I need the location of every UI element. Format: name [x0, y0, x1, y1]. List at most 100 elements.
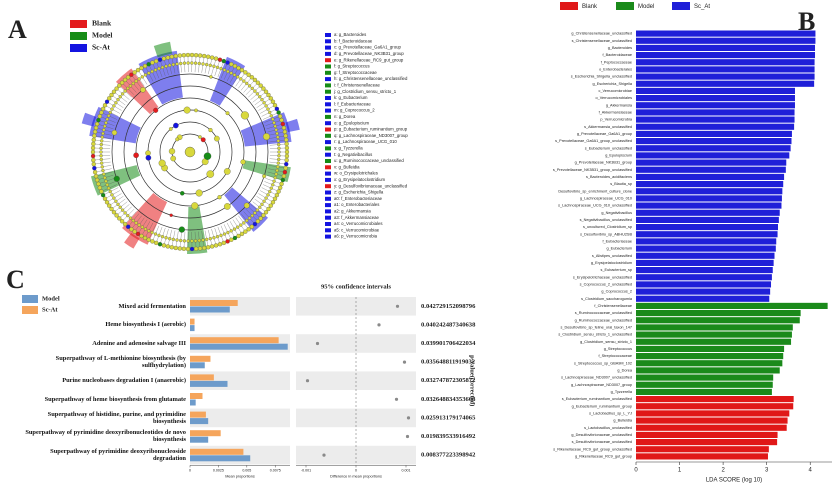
x-axis-title: LDA SCORE (log 10) [706, 478, 762, 484]
bar-label: s_Desulfovibrionaceae_unclassified [572, 440, 632, 444]
lda-bar [636, 424, 787, 431]
bar-label: f_Bacteroidaceae [602, 53, 632, 57]
bar-label: f_Peptococcaceae [601, 60, 632, 64]
taxon-swatch [325, 89, 331, 94]
clade-node [274, 192, 280, 198]
lda-bar [636, 431, 778, 438]
clade-node [122, 77, 128, 83]
clade-node [273, 124, 277, 128]
clade-node [185, 246, 191, 252]
clade-node [271, 183, 275, 187]
clade-node [202, 53, 207, 59]
x-tick-label: -0.001 [301, 468, 311, 472]
x-tick-label: 1 [678, 468, 682, 474]
clade-node [276, 110, 281, 115]
clade-node [268, 110, 272, 115]
clade-node [213, 56, 219, 61]
lda-bar [636, 281, 772, 288]
clade-node [142, 63, 148, 69]
proportion-bar [190, 411, 206, 418]
taxon-swatch [325, 184, 331, 189]
proportion-bar [190, 325, 195, 332]
clade-node [284, 157, 289, 163]
clade-node [181, 246, 187, 251]
clade-node [90, 153, 96, 159]
clade-node [103, 124, 107, 128]
difference-point [395, 304, 400, 308]
clade-node [104, 200, 110, 205]
clade-node [150, 239, 155, 244]
clade-node [197, 61, 201, 66]
clade-node [104, 179, 108, 183]
clade-node [91, 162, 96, 167]
legend-swatch [22, 306, 38, 314]
clade-node [111, 129, 118, 136]
clade-node [240, 111, 249, 120]
lda-bar [636, 95, 795, 102]
clade-node [258, 83, 263, 88]
clade-node [153, 107, 159, 113]
clade-node [214, 135, 220, 142]
lda-bar [636, 87, 795, 94]
clade-node [250, 86, 254, 91]
bar-label: g_Tyzzerella [611, 390, 633, 394]
clade-node [157, 242, 163, 247]
pathway-label-box: Heme biosynthesis I (aerobic) [105, 321, 186, 328]
legend-label: Model [92, 31, 112, 40]
taxon-label: i: f_Christensenellaceae [334, 83, 380, 88]
clade-node [274, 128, 278, 132]
clade-node [225, 239, 230, 244]
taxon-swatch [325, 64, 331, 69]
clade-node [157, 66, 161, 71]
taxon-swatch [325, 177, 331, 182]
lda-bar [636, 345, 785, 352]
taxon-label: k: g_Eubacterium [334, 95, 368, 100]
lda-bar [636, 145, 791, 152]
taxon-label: r: g_Lachnospiraceae_UCG_010 [334, 139, 397, 144]
clade-node [90, 145, 96, 151]
bar-label: s_Bacteroides_acidifaciens [586, 175, 632, 179]
bar-label: s_Blautia_sp [610, 182, 632, 186]
clade-node [108, 110, 112, 115]
legend-label: Sc-At [42, 306, 58, 313]
taxon-swatch [325, 222, 331, 226]
pathway-label-box: Superpathway of histidine, purine, and p… [48, 411, 186, 425]
x-tick-label: 0.0025 [213, 468, 224, 472]
clade-node [142, 235, 148, 241]
clade-node [258, 216, 263, 221]
bar-label: g_Coprococcus_2 [601, 290, 632, 294]
clade-node [157, 233, 161, 238]
bar-label: s_Rikenellaceae_RC9_gut_group_unclassifi… [553, 447, 632, 451]
taxon-label: y: g_Desulfovibrionaceae_unclassified [334, 183, 408, 188]
clade-node [275, 168, 279, 173]
taxon-swatch [325, 146, 331, 151]
clade-node [118, 205, 122, 209]
clade-node [119, 219, 125, 224]
clade-node [92, 129, 98, 134]
clade-node [173, 245, 178, 251]
clade-node [276, 189, 281, 194]
clade-node [102, 128, 106, 132]
clade-node [91, 137, 96, 142]
clade-node [145, 154, 152, 161]
legend-label: Model [638, 4, 654, 10]
clade-node [109, 206, 114, 212]
clade-node [100, 161, 104, 165]
clade-node [145, 150, 151, 156]
p-value: 0.019839533916492 [421, 433, 476, 440]
bar-label: s_Akkermansia_unclassified [584, 125, 632, 129]
taxon-swatch [325, 45, 331, 50]
bar-label: s_Clostridium_sensu_stricto_1_unclassifi… [558, 333, 632, 337]
clade-node [268, 189, 272, 194]
clade-node [111, 210, 117, 215]
row-band [190, 334, 290, 353]
clade-node [104, 121, 108, 125]
clade-node [260, 202, 264, 206]
bar-label: g_Akkermansia [606, 103, 633, 107]
clade-node [92, 170, 98, 175]
clade-node [102, 196, 108, 201]
lda-bar [636, 224, 778, 231]
clade-node [182, 239, 187, 243]
clade-node [90, 149, 96, 155]
p-value: 0.039901706422034 [421, 340, 476, 347]
